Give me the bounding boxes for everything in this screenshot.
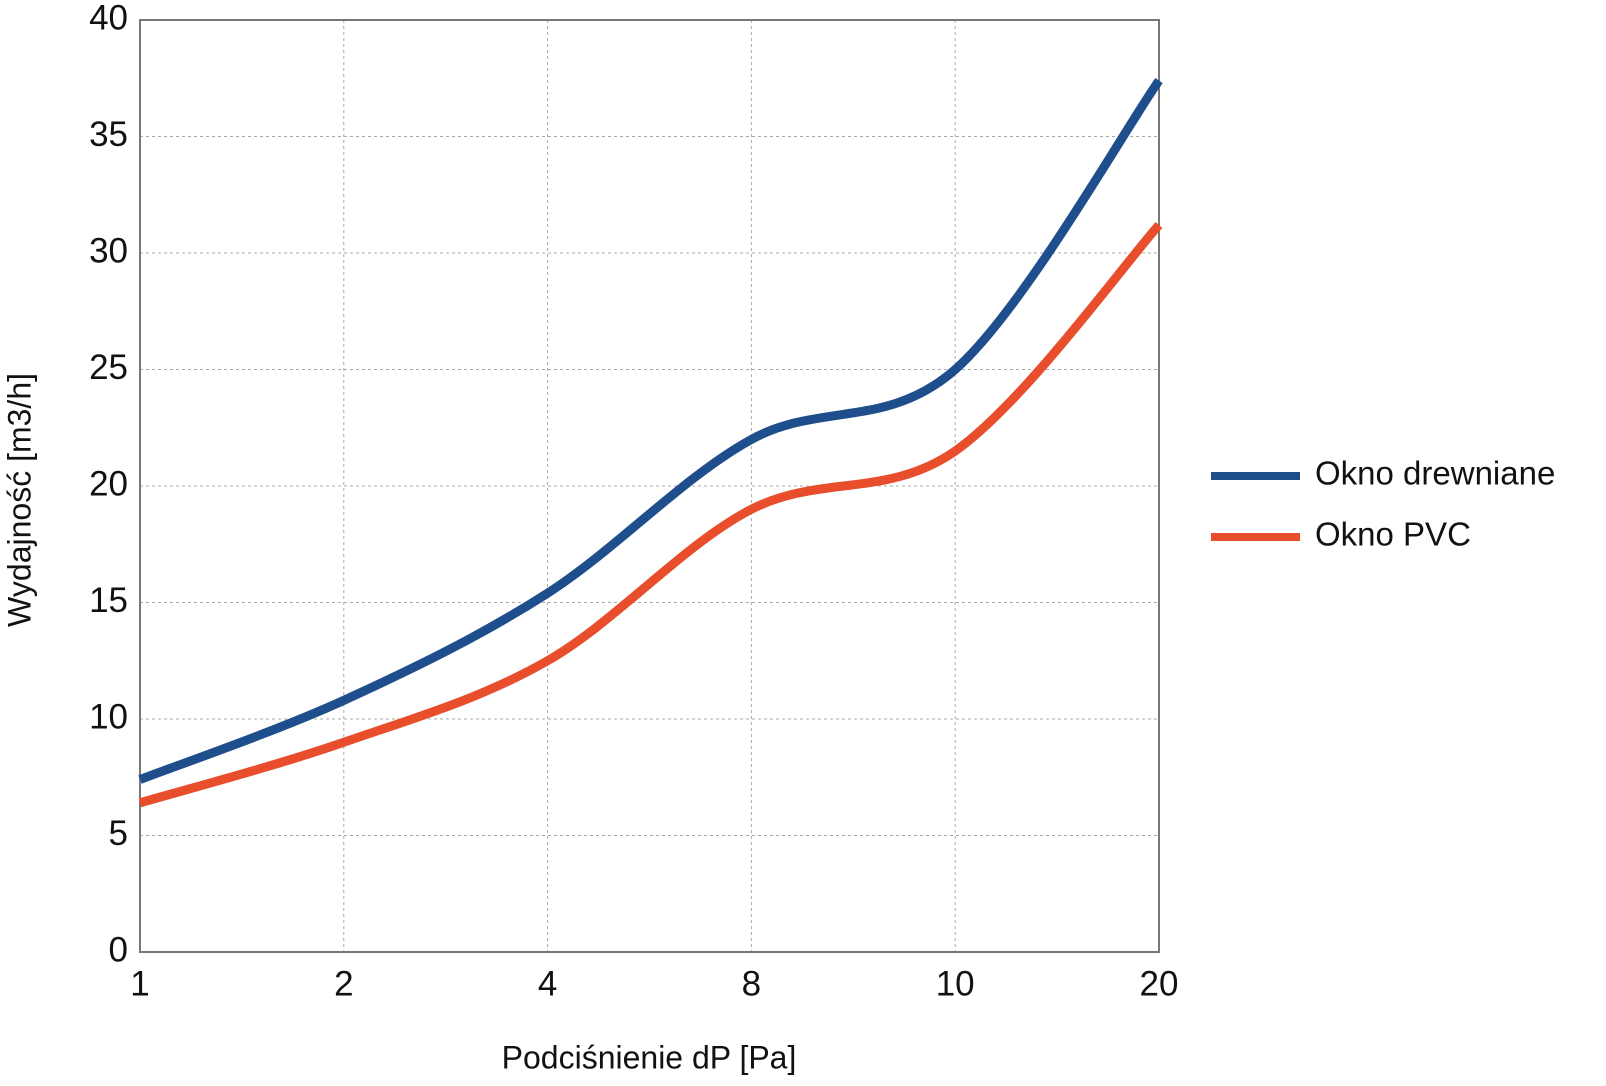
x-axis-title: Podciśnienie dP [Pa] <box>502 1039 797 1075</box>
y-tick-label: 5 <box>109 814 128 853</box>
y-tick-label: 35 <box>89 115 128 154</box>
legend-label: Okno drewniane <box>1315 455 1555 492</box>
y-tick-label: 10 <box>89 697 128 736</box>
x-tick-label: 2 <box>334 964 353 1003</box>
x-tick-label: 4 <box>538 964 557 1003</box>
plot-frame <box>139 19 1160 953</box>
x-tick-label: 10 <box>936 964 975 1003</box>
x-tick-label: 8 <box>742 964 761 1003</box>
y-tick-label: 15 <box>89 581 128 620</box>
y-tick-label: 30 <box>89 231 128 270</box>
y-tick-label: 20 <box>89 464 128 503</box>
series-line <box>138 77 1163 784</box>
x-tick-label: 20 <box>1140 964 1179 1003</box>
y-tick-label: 40 <box>89 0 128 37</box>
y-tick-label: 0 <box>109 930 128 969</box>
x-tick-label: 1 <box>130 964 149 1003</box>
legend-label: Okno PVC <box>1315 516 1471 553</box>
y-tick-label: 25 <box>89 348 128 387</box>
y-axis-title: Wydajność [m3/h] <box>1 373 37 627</box>
series-line <box>138 222 1163 808</box>
